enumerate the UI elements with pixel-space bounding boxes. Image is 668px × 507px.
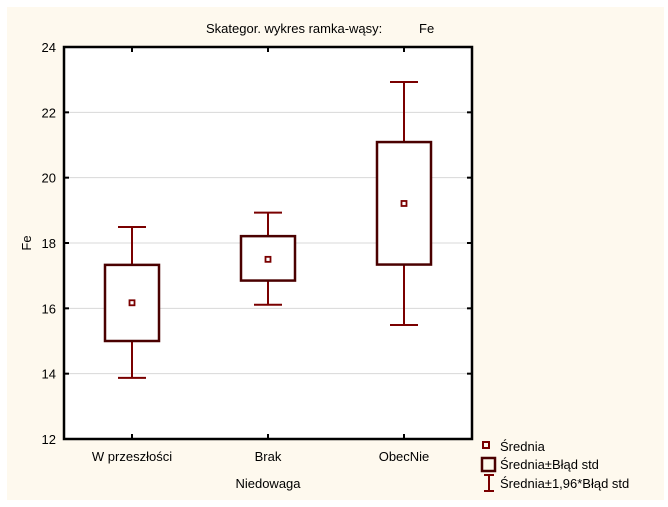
- legend-mean-square-icon: [482, 441, 490, 449]
- y-tick-label: 12: [42, 432, 56, 447]
- box-group: [239, 211, 297, 306]
- x-axis-tick-labels: W przeszłości Brak ObecNie: [92, 449, 429, 464]
- box-group: [375, 80, 433, 326]
- x-tick-label: ObecNie: [379, 449, 430, 464]
- y-tick-label: 20: [42, 171, 56, 186]
- mean-marker: [128, 299, 136, 307]
- legend-whisker-icon: [484, 474, 494, 492]
- chart-title: Skategor. wykres ramka-wąsy:: [206, 21, 382, 36]
- legend-label-whisker: Średnia±1,96*Błąd std: [500, 476, 629, 491]
- chart-title-variable: Fe: [419, 21, 434, 36]
- x-axis-title: Niedowaga: [235, 476, 301, 491]
- y-tick-label: 24: [42, 40, 56, 55]
- y-axis-tick-labels: 12 14 16 18 20 22 24: [42, 40, 56, 447]
- legend-label-mean: Średnia: [500, 439, 546, 454]
- mean-marker: [400, 200, 408, 207]
- x-tick-label: W przeszłości: [92, 449, 172, 464]
- y-tick-label: 22: [42, 105, 56, 120]
- axis-ticks: [64, 46, 472, 440]
- legend: Średnia Średnia±Błąd std Średnia±1,96*Bł…: [480, 439, 629, 492]
- x-tick-label: Brak: [255, 449, 282, 464]
- y-tick-label: 14: [42, 367, 56, 382]
- y-tick-label: 18: [42, 236, 56, 251]
- box-group: [103, 225, 161, 379]
- y-tick-label: 16: [42, 301, 56, 316]
- box-series: [103, 80, 433, 379]
- y-axis-title: Fe: [19, 235, 34, 250]
- mean-marker: [264, 255, 272, 263]
- legend-box-icon: [480, 456, 497, 473]
- legend-label-box: Średnia±Błąd std: [500, 457, 599, 472]
